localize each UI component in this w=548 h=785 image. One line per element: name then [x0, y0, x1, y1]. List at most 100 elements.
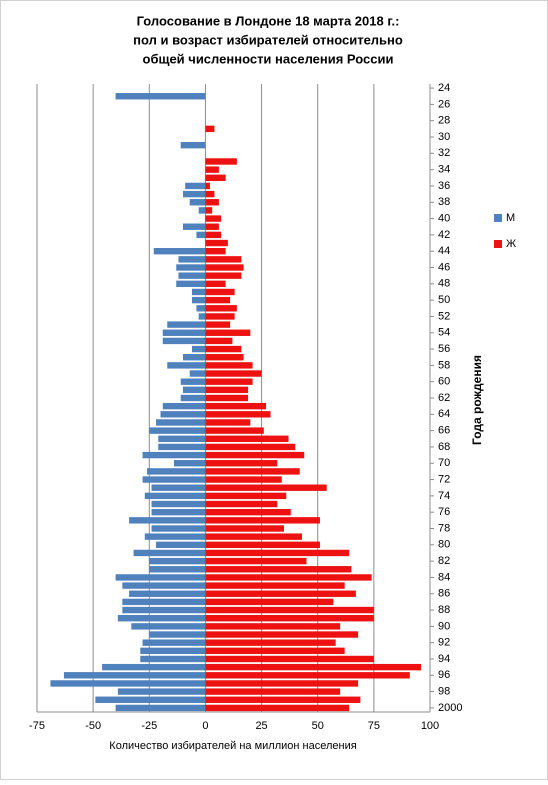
y-tick-label: 44 [438, 245, 450, 257]
y-tick-label: 30 [438, 131, 450, 143]
x-tick-label: 0 [202, 720, 208, 732]
y-tick-label: 32 [438, 147, 450, 159]
bar [117, 615, 206, 622]
bar [182, 354, 206, 361]
bar [205, 313, 235, 320]
bar [144, 533, 206, 540]
bar [205, 264, 244, 271]
bar [205, 647, 345, 655]
y-tick-label: 48 [438, 278, 450, 290]
bar [158, 443, 206, 451]
bar [117, 688, 206, 695]
bar [205, 362, 253, 369]
bar [129, 517, 206, 524]
bar [191, 288, 206, 296]
bar [142, 476, 206, 483]
bar [122, 598, 206, 606]
bar [205, 427, 264, 434]
bar [205, 688, 341, 695]
y-tick-label: 28 [438, 115, 450, 127]
chart-title: общей численности населения России [143, 51, 394, 66]
bar [205, 525, 285, 532]
bar [151, 508, 206, 516]
bar [153, 247, 206, 255]
y-tick-label: 88 [438, 604, 450, 616]
y-tick-label: 42 [438, 229, 450, 241]
bar [205, 321, 231, 328]
bar [196, 231, 206, 239]
bar [205, 223, 219, 230]
bar [189, 370, 206, 377]
bar [205, 125, 215, 133]
bar [205, 386, 249, 394]
bar [149, 631, 206, 638]
bar [149, 427, 206, 434]
chart-title: пол и возраст избирателей относительно [133, 32, 403, 47]
bar [205, 704, 350, 712]
bar [205, 696, 361, 703]
legend-swatch [494, 240, 502, 248]
x-tick-label: -50 [85, 720, 101, 732]
bar [205, 615, 374, 622]
x-tick-label: 75 [368, 720, 380, 732]
bar [158, 435, 206, 442]
bar [205, 378, 253, 385]
bar [205, 598, 334, 606]
bar [122, 582, 206, 589]
bar [160, 411, 206, 418]
y-tick-label: 34 [438, 164, 450, 176]
bar [191, 296, 206, 304]
bar [205, 476, 282, 483]
bar [205, 207, 213, 214]
bar [122, 606, 206, 614]
bar [142, 451, 206, 459]
bar [149, 557, 206, 565]
bar [205, 606, 374, 614]
bar [205, 345, 242, 353]
bar [205, 500, 278, 508]
bar [205, 394, 249, 402]
bar [142, 639, 206, 646]
bar [189, 199, 206, 206]
y-tick-label: 56 [438, 343, 450, 355]
bar [205, 631, 359, 638]
bar [205, 158, 237, 165]
bar [205, 166, 219, 173]
bar [167, 362, 206, 369]
y-tick-label: 58 [438, 359, 450, 371]
y-tick-label: 52 [438, 310, 450, 322]
y-tick-label: 24 [438, 82, 450, 94]
bar [205, 680, 359, 687]
bar [205, 256, 242, 263]
bar [205, 182, 210, 190]
y-tick-label: 90 [438, 620, 450, 632]
bar [180, 378, 206, 385]
bar [151, 484, 206, 491]
bar [144, 492, 206, 500]
bar [115, 574, 206, 581]
y-tick-label: 46 [438, 261, 450, 273]
y-tick-label: 70 [438, 457, 450, 469]
bar [133, 549, 206, 557]
bar [156, 419, 206, 426]
bar [191, 345, 206, 353]
legend-label: М [506, 212, 515, 224]
bar [178, 272, 206, 279]
bar [205, 435, 289, 442]
bar [102, 663, 206, 671]
bar [176, 264, 206, 271]
y-tick-label: 36 [438, 180, 450, 192]
bar [205, 329, 251, 336]
y-tick-label: 94 [438, 653, 450, 665]
bar [156, 541, 206, 549]
bar [205, 663, 422, 671]
x-tick-label: 50 [312, 720, 324, 732]
y-tick-label: 38 [438, 196, 450, 208]
y-tick-label: 50 [438, 294, 450, 306]
bar [205, 239, 228, 247]
bar [151, 525, 206, 532]
y-tick-label: 64 [438, 408, 450, 420]
y-tick-label: 62 [438, 392, 450, 404]
y-tick-label: 72 [438, 473, 450, 485]
